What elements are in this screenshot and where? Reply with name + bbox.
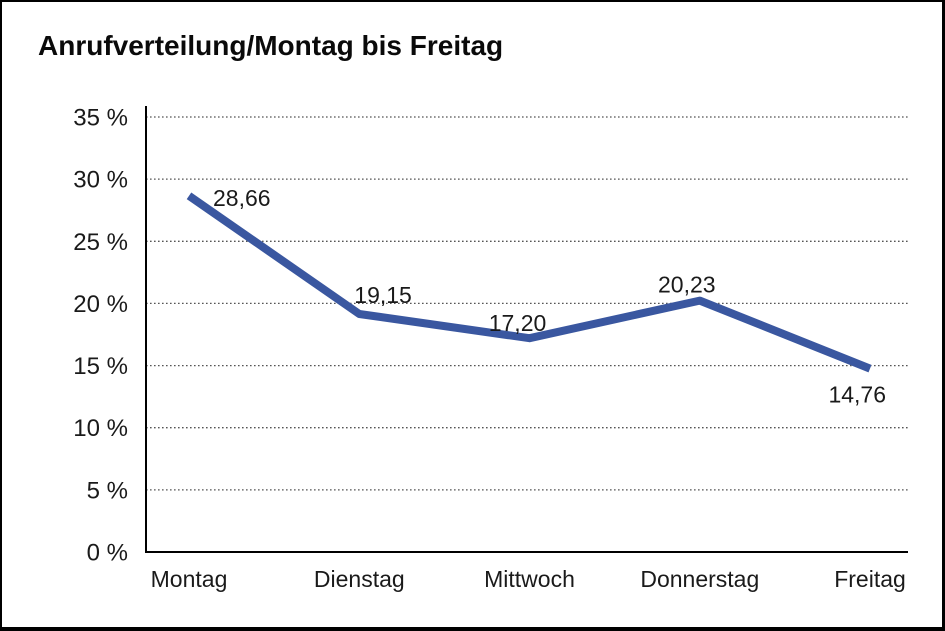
chart-title: Anrufverteilung/Montag bis Freitag (38, 30, 504, 61)
x-axis-label: Dienstag (314, 566, 405, 592)
data-point-label: 19,15 (354, 282, 412, 308)
y-tick-label: 10 % (73, 415, 128, 442)
x-axis-label: Freitag (834, 566, 906, 592)
x-axis-label: Donnerstag (640, 566, 759, 592)
data-point-label: 28,66 (213, 185, 271, 211)
x-axis-label: Mittwoch (484, 566, 575, 592)
y-tick-label: 15 % (73, 353, 128, 380)
y-tick-label: 35 % (73, 105, 128, 132)
y-tick-label: 30 % (73, 167, 128, 194)
series-line (186, 192, 872, 373)
y-tick-label: 0 % (87, 540, 128, 567)
x-axis-label: Montag (151, 566, 228, 592)
y-tick-label: 25 % (73, 229, 128, 256)
data-point-label: 14,76 (828, 382, 886, 408)
y-tick-label: 20 % (73, 291, 128, 318)
data-point-label: 20,23 (658, 272, 716, 298)
y-tick-label: 5 % (87, 477, 128, 504)
data-point-label: 17,20 (489, 310, 547, 336)
